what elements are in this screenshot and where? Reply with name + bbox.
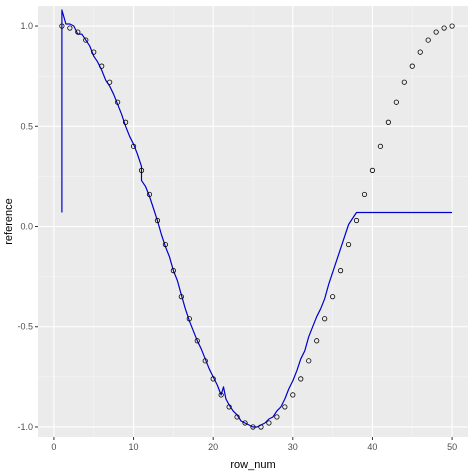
- data-point: [266, 420, 272, 426]
- data-point: [122, 119, 129, 125]
- x-axis-title: row_num: [230, 459, 275, 471]
- data-point: [345, 241, 352, 248]
- data-point: [258, 424, 264, 430]
- data-point: [162, 241, 169, 248]
- y-tick-label: 0.0: [20, 222, 33, 232]
- x-tick-label: 30: [288, 442, 298, 452]
- data-point: [425, 37, 431, 43]
- data-point: [67, 25, 73, 31]
- data-point: [115, 99, 121, 105]
- data-point: [194, 338, 200, 344]
- data-point: [298, 376, 304, 382]
- data-point: [250, 424, 256, 430]
- data-point: [75, 29, 81, 35]
- data-point: [401, 79, 407, 85]
- data-point: [330, 294, 336, 300]
- data-point: [377, 143, 384, 149]
- data-point: [433, 29, 439, 35]
- data-point: [146, 191, 153, 198]
- data-point: [441, 25, 447, 31]
- data-point: [417, 49, 423, 55]
- x-tick-label: 40: [367, 442, 377, 452]
- data-point: [449, 23, 455, 29]
- data-point: [170, 268, 176, 274]
- data-point: [282, 404, 288, 410]
- y-tick-label: -0.5: [17, 322, 33, 332]
- data-point: [210, 376, 216, 382]
- data-point: [107, 79, 113, 85]
- series-points: [59, 23, 455, 430]
- x-tick-label: 50: [447, 442, 457, 452]
- data-point: [369, 167, 376, 173]
- data-point: [337, 268, 344, 274]
- data-point: [314, 338, 320, 344]
- series-line-path: [61, 9, 453, 428]
- x-tick-labels: 0 10 20 30 40 50: [51, 442, 457, 452]
- data-point: [186, 316, 192, 322]
- data-point: [306, 358, 312, 364]
- data-point: [83, 37, 89, 43]
- major-gridlines: [38, 6, 468, 437]
- data-point: [322, 316, 328, 322]
- data-point: [393, 99, 399, 105]
- data-point: [242, 420, 248, 426]
- data-point: [234, 414, 240, 420]
- data-point: [99, 63, 105, 69]
- series-line: [61, 9, 453, 428]
- data-point: [59, 23, 65, 29]
- data-point: [178, 294, 184, 300]
- y-tick-label: 0.5: [20, 121, 33, 131]
- data-point: [353, 217, 360, 224]
- data-point: [290, 392, 296, 398]
- data-point: [202, 358, 208, 364]
- x-tick-label: 20: [208, 442, 218, 452]
- data-point: [91, 49, 97, 55]
- data-point: [218, 392, 224, 398]
- y-tick-labels: -1.0 -0.5 0.0 0.5 1.0: [17, 21, 33, 432]
- data-point: [385, 119, 391, 125]
- data-point: [138, 167, 145, 173]
- y-axis-title: reference: [3, 198, 15, 244]
- y-tick-label: 1.0: [20, 21, 33, 31]
- axis-ticks: [35, 25, 453, 440]
- data-point: [274, 414, 280, 420]
- data-point: [409, 63, 415, 69]
- minor-gridlines: [38, 6, 468, 437]
- data-point: [226, 404, 232, 410]
- data-point: [130, 143, 137, 149]
- x-tick-label: 10: [129, 442, 139, 452]
- data-point: [361, 191, 368, 198]
- y-tick-label: -1.0: [17, 422, 33, 432]
- x-tick-label: 0: [51, 442, 56, 452]
- data-point: [154, 217, 161, 224]
